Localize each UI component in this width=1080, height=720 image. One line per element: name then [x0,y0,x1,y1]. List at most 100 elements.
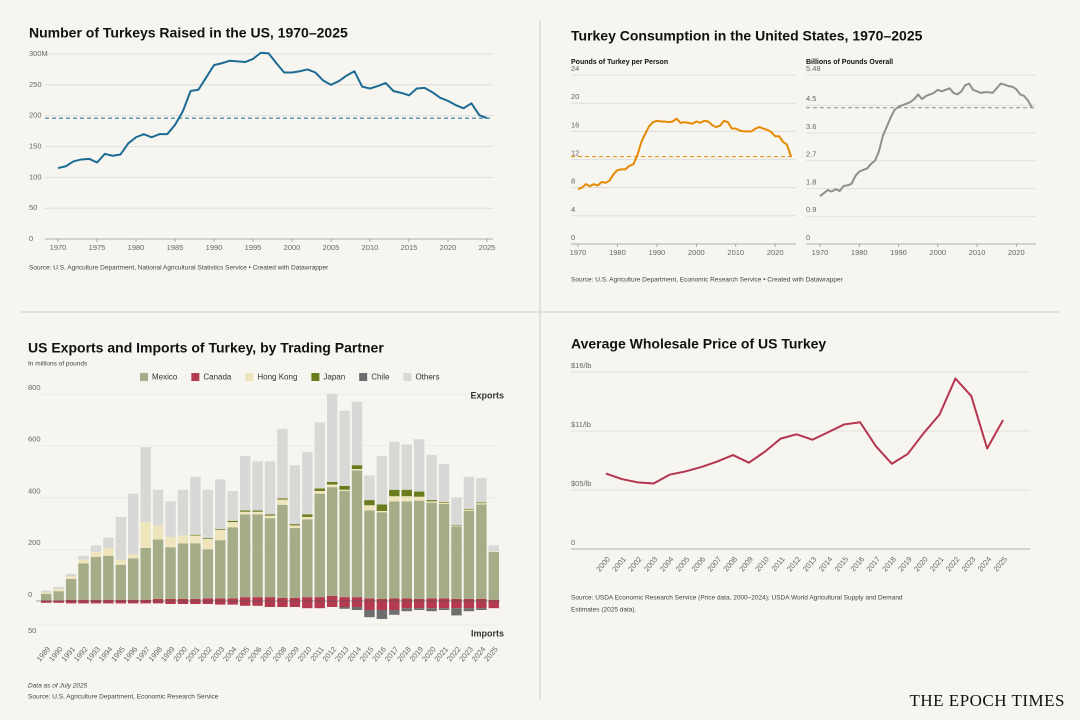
x-tick-label: 2013 [801,555,819,574]
y-tick-label: 0 [28,590,32,599]
bar-segment [463,598,475,601]
import-segment [426,601,437,609]
x-tick-label: 2020 [767,248,784,257]
bar-segment [451,526,462,599]
bar-segment [252,597,263,601]
bar-segment [252,511,263,515]
bar-segment [115,559,127,565]
y-tick-label: 0 [571,538,575,547]
chart-subtitle: Pounds of Turkey per Person [571,59,668,66]
x-tick-label: 2015 [401,243,418,252]
import-segment [128,601,139,604]
y-tick-label: 3.6 [806,122,816,131]
bar-segment [165,598,176,601]
bar-segment [476,503,487,505]
y-tick-label: $11/lb [571,420,591,429]
import-segment [227,601,238,605]
bar-segment [277,597,288,601]
bar-segment [413,500,425,599]
bar-segment [302,516,313,520]
legend-label: Others [415,373,439,382]
bar-segment [389,489,400,497]
x-tick-label: 2000 [688,248,705,257]
data-line [577,117,792,191]
bar-segment [215,540,226,599]
import-segment [438,601,450,609]
x-tick-label: 2020 [912,555,930,574]
x-tick-label: 2000 [594,555,612,574]
bar-segment [128,554,139,559]
bar-segment [239,456,251,511]
import-segment [78,601,89,604]
bar-segment [302,452,313,515]
bar-segment [351,469,363,471]
y-tick-label: 150 [29,141,42,150]
bar-segment [215,598,226,601]
import-segment [364,610,375,618]
bar-segment [438,463,450,502]
bar-segment [376,504,388,511]
x-tick-label: 2018 [880,555,898,574]
source-note: Source: USDA Economic Research Service (… [571,595,903,602]
bar-segment [140,447,151,523]
bar-segment [140,522,151,548]
x-tick-label: 2020 [1008,248,1025,257]
bar-segment [351,401,363,466]
bar-segment [438,503,450,599]
bar-segment [128,599,139,601]
chart-title: Average Wholesale Price of US Turkey [571,336,826,352]
bar-segment [65,573,77,577]
x-tick-label: 2020 [440,243,457,252]
import-segment [339,601,350,607]
bar-segment [413,496,425,501]
bar-segment [165,501,176,537]
x-tick-label: 2019 [896,555,914,574]
bar-segment [339,491,350,598]
bar-segment [451,598,462,601]
bar-segment [289,465,301,525]
bar-segment [426,502,437,599]
import-segment [413,601,425,609]
import-segment [277,601,288,607]
bar-segment [202,538,214,550]
bar-segment [140,547,151,600]
x-tick-label: 1970 [570,248,587,257]
legend-label: Mexico [152,373,178,382]
x-tick-label: 2016 [849,555,867,574]
import-segment [202,601,214,604]
x-tick-label: 2015 [833,555,851,574]
bar-segment [401,501,412,599]
data-line [605,377,1004,485]
bar-segment [78,555,89,560]
y-tick-label: 100 [29,172,42,181]
legend-swatch [245,373,254,381]
y-tick-label: $05/lb [571,479,591,488]
bar-segment [463,510,475,599]
bar-segment [78,599,89,601]
bar-segment [202,598,214,601]
bar-segment [277,428,288,499]
import-segment [451,608,462,616]
x-tick-label: 2023 [960,555,978,574]
import-segment [65,601,77,604]
bar-segment [326,595,338,601]
import-segment [177,601,189,604]
import-segment [401,608,412,612]
x-tick-label: 2006 [690,555,708,574]
bar-segment [413,439,425,492]
bar-segment [227,598,238,601]
import-segment [376,610,388,619]
bar-segment [426,501,437,503]
x-tick-label: 1970 [812,248,829,257]
bar-segment [90,545,102,552]
bar-segment [314,597,325,601]
bar-segment [215,529,226,541]
bar-segment [53,589,64,592]
bar-segment [389,441,400,490]
bar-segment [463,476,475,509]
x-tick-label: 2012 [785,555,803,574]
x-tick-label: 2002 [626,555,644,574]
bar-segment [40,592,52,594]
x-tick-label: 2010 [362,243,379,252]
y-tick-label: 12 [571,148,579,157]
